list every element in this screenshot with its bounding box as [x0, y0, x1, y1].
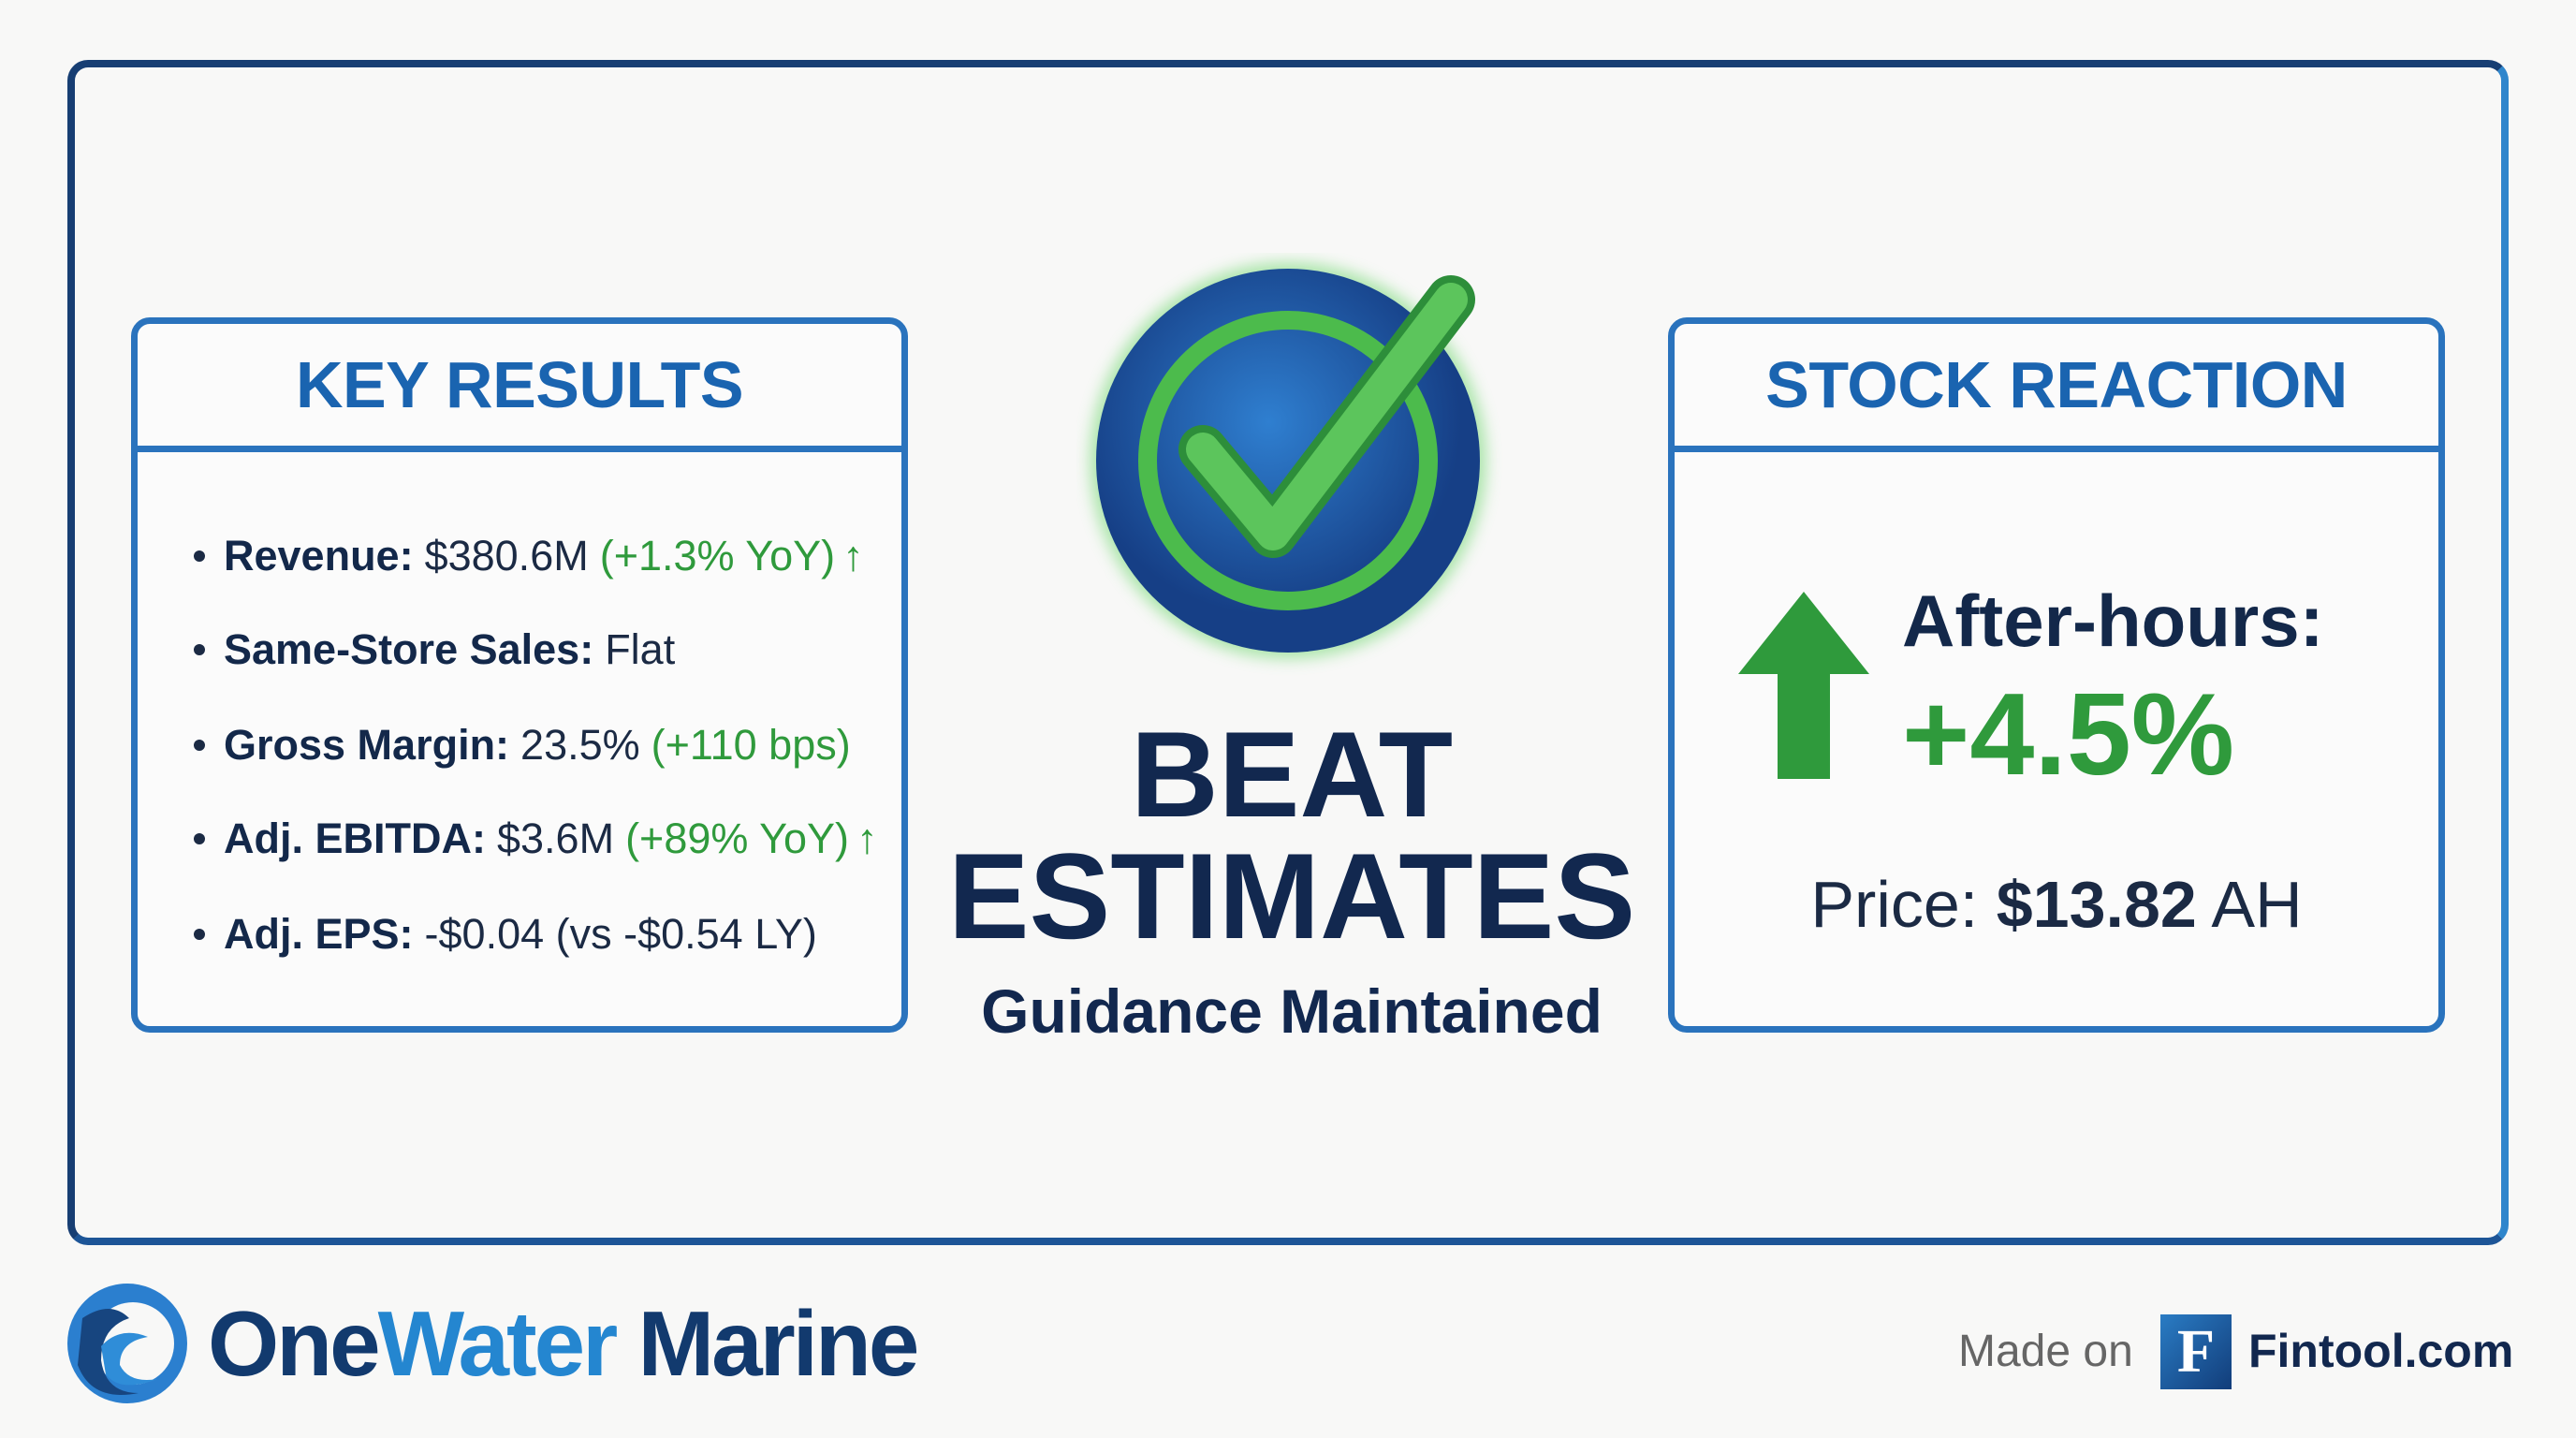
company-name-marine: Marine — [615, 1292, 919, 1395]
change: (+1.3% YoY) — [599, 532, 836, 580]
label: Gross Margin: — [224, 721, 510, 769]
result-revenue: Revenue: $380.6M (+1.3% YoY) ↑ — [194, 532, 864, 580]
value: 23.5% — [520, 721, 640, 769]
result-adj-ebitda: Adj. EBITDA: $3.6M (+89% YoY) ↑ — [194, 814, 878, 863]
fintool-link[interactable]: Fintool.com — [2248, 1325, 2514, 1377]
arrow-up-icon: ↑ — [842, 532, 864, 580]
verdict-line2: ESTIMATES — [947, 828, 1636, 964]
onewater-logo-icon — [67, 1284, 187, 1403]
price-suffix: AH — [2211, 868, 2303, 941]
check-circle-icon — [1090, 262, 1486, 659]
stock-reaction-panel: STOCK REACTION After-hours: +4.5% Price:… — [1668, 317, 2445, 1033]
fintool-logo-icon: F — [2160, 1314, 2232, 1389]
price-label: Price: — [1810, 868, 1979, 941]
key-results-title: KEY RESULTS — [138, 324, 901, 452]
value: Flat — [605, 625, 676, 673]
company-name-one: One — [208, 1292, 381, 1395]
verdict-subtitle: Guidance Maintained — [981, 976, 1603, 1046]
price-line: Price: $13.82 AH — [1675, 867, 2438, 942]
after-hours-label: After-hours: — [1902, 580, 2324, 662]
arrow-up-icon: ↑ — [856, 814, 878, 862]
card-frame — [67, 60, 2509, 1245]
verdict-line1: BEAT — [1130, 706, 1454, 843]
label: Adj. EBITDA: — [224, 814, 486, 862]
label: Adj. EPS: — [224, 910, 414, 958]
key-results-panel: KEY RESULTS Revenue: $380.6M (+1.3% YoY) ↑ … — [131, 317, 908, 1033]
arrow-up-icon — [1738, 592, 1869, 779]
change: (+110 bps) — [651, 721, 851, 769]
company-name: OneWater Marine — [208, 1292, 919, 1395]
value: $3.6M — [496, 814, 615, 862]
after-hours-change: +4.5% — [1902, 670, 2235, 800]
result-adj-eps: Adj. EPS: -$0.04 (vs -$0.54 LY) — [194, 910, 817, 959]
result-gross-margin: Gross Margin: 23.5% (+110 bps) — [194, 721, 851, 770]
change: (+89% YoY) — [625, 814, 849, 862]
price-value: $13.82 — [1996, 868, 2197, 941]
company-name-water: Water — [377, 1292, 619, 1395]
label: Same-Store Sales: — [224, 625, 594, 673]
stock-reaction-title: STOCK REACTION — [1675, 324, 2438, 452]
value: $380.6M — [424, 532, 589, 580]
value: -$0.04 (vs -$0.54 LY) — [424, 910, 817, 958]
made-on-label: Made on — [1958, 1327, 2133, 1376]
label: Revenue: — [224, 532, 414, 580]
result-same-store-sales: Same-Store Sales: Flat — [193, 625, 676, 674]
